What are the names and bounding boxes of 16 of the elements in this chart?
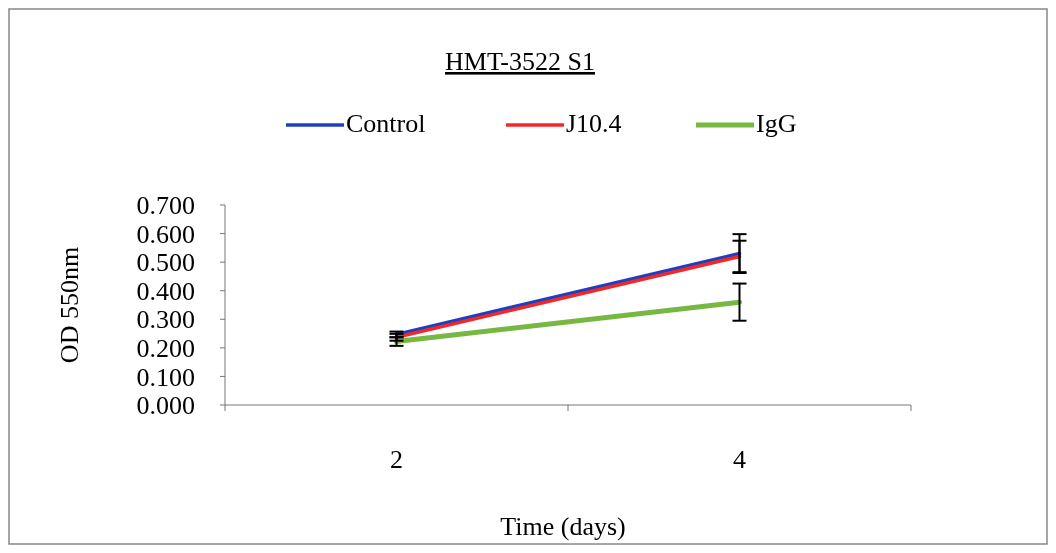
y-tick-label: 0.600: [136, 219, 195, 249]
y-tick-label: 0.400: [136, 276, 195, 306]
legend-label: IgG: [756, 109, 797, 138]
y-tick-label: 0.200: [136, 333, 195, 363]
y-tick-label: 0.700: [136, 191, 195, 221]
y-axis-title: OD 550nm: [55, 246, 84, 364]
chart-title: HMT-3522 S1: [444, 47, 596, 76]
x-tick-label: 4: [733, 445, 746, 474]
y-tick-label: 0.000: [136, 391, 195, 421]
x-axis-title: Time (days): [500, 512, 626, 541]
y-tick-label: 0.500: [136, 248, 195, 278]
legend-label: Control: [346, 109, 426, 138]
legend-label: J10.4: [566, 109, 622, 138]
x-tick-label: 2: [390, 445, 403, 474]
y-tick-label: 0.100: [136, 362, 195, 392]
y-tick-label: 0.300: [136, 305, 195, 335]
